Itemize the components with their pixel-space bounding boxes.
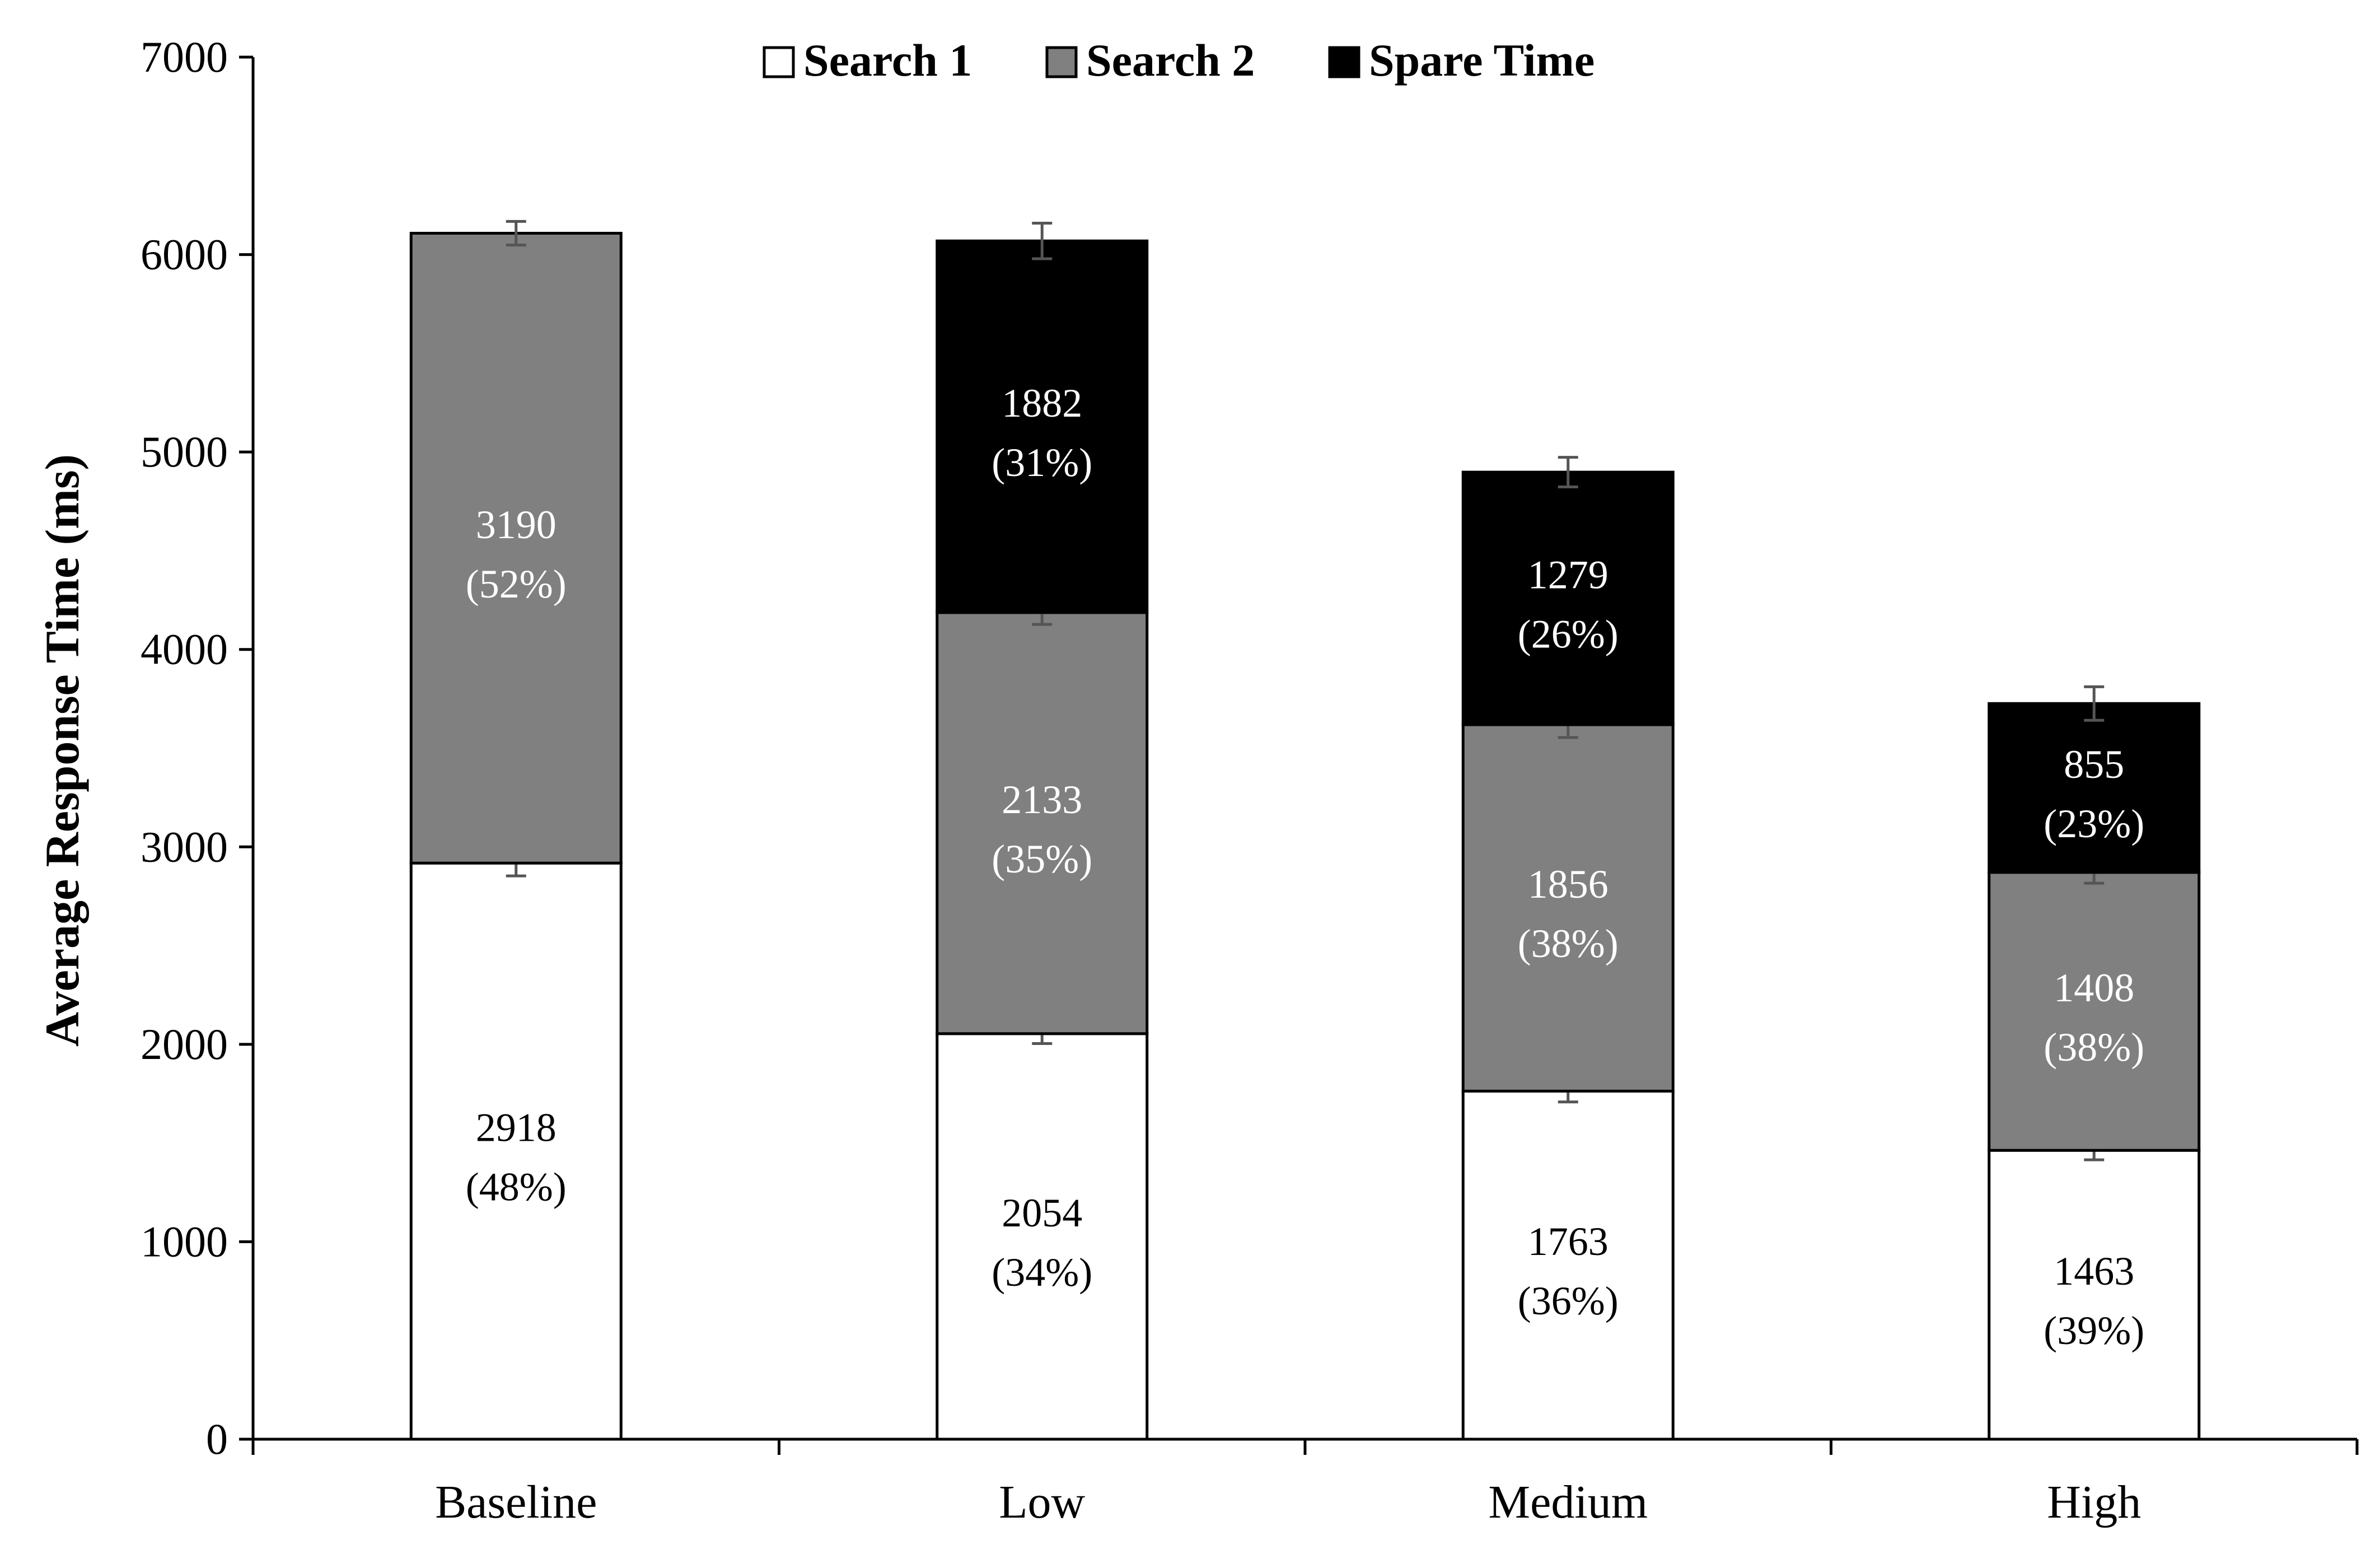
bar-segment [409,231,623,865]
legend-label: Search 2 [1086,35,1255,86]
data-label-value: 2054 [1002,1191,1082,1235]
data-label-percent: (23%) [2044,801,2144,846]
data-label-percent: (38%) [2044,1025,2144,1070]
data-label-percent: (31%) [992,440,1092,485]
bars [409,220,2201,1441]
legend: Search 1 Search 2 Spare Time [763,35,1595,86]
legend-swatch [763,46,795,78]
legend-swatch [1328,46,1360,78]
bar-segment [936,1032,1149,1441]
bar-segment [409,861,623,1441]
data-label-value: 1763 [1528,1219,1609,1264]
y-tick-label: 1000 [141,1217,228,1266]
legend-label: Spare Time [1369,35,1595,86]
data-label-percent: (26%) [1518,612,1619,657]
legend-label: Search 1 [803,35,972,86]
data-labels: 2918 (48%) 3190 (52%) 2054 (34%) 2133 (35%) 1882… [466,381,2144,1353]
y-tick-label: 2000 [141,1020,228,1068]
data-label-percent: (36%) [1518,1278,1619,1323]
legend-swatch [1045,46,1078,78]
x-tick-label: Baseline [435,1476,597,1528]
y-tick-label: 4000 [141,625,228,674]
y-tick-label: 5000 [141,427,228,476]
data-label-value: 3190 [476,502,557,547]
x-tick-label: Medium [1488,1476,1648,1528]
data-label-value: 855 [2064,742,2124,787]
bar-segment [1988,871,2201,1152]
data-label-value: 1463 [2054,1249,2134,1294]
axes: 0 1000 2000 3000 4000 5000 6000 7000 Baseline Low… [141,32,2359,1528]
data-label-percent: (34%) [992,1250,1092,1295]
data-label-value: 1882 [1002,381,1082,426]
data-label-value: 1856 [1528,862,1609,907]
x-tick-label: High [2047,1476,2141,1528]
data-label-value: 2133 [1002,777,1082,822]
bar-segment [1461,1089,1675,1441]
data-label-value: 1408 [2054,965,2134,1010]
data-label-value: 1279 [1528,553,1609,598]
data-label-percent: (35%) [992,837,1092,881]
data-label-percent: (39%) [2044,1308,2144,1353]
y-tick-label: 6000 [141,230,228,279]
y-tick-label: 3000 [141,822,228,871]
bar-segment [936,239,1149,614]
bar-segment [1988,702,2201,874]
bar-segment [936,611,1149,1035]
data-label-percent: (38%) [1518,921,1619,966]
data-label-percent: (52%) [466,562,567,606]
y-tick-label: 0 [206,1415,228,1463]
y-tick-label: 7000 [141,32,228,81]
x-tick-label: Low [999,1476,1085,1528]
bar-segment [1461,470,1675,726]
data-label-value: 2918 [476,1105,557,1150]
data-label-percent: (48%) [466,1165,567,1210]
y-axis-label: Average Response Time (ms) [35,454,89,1047]
bar-segment [1461,723,1675,1093]
bar-segment [1988,1149,2201,1441]
